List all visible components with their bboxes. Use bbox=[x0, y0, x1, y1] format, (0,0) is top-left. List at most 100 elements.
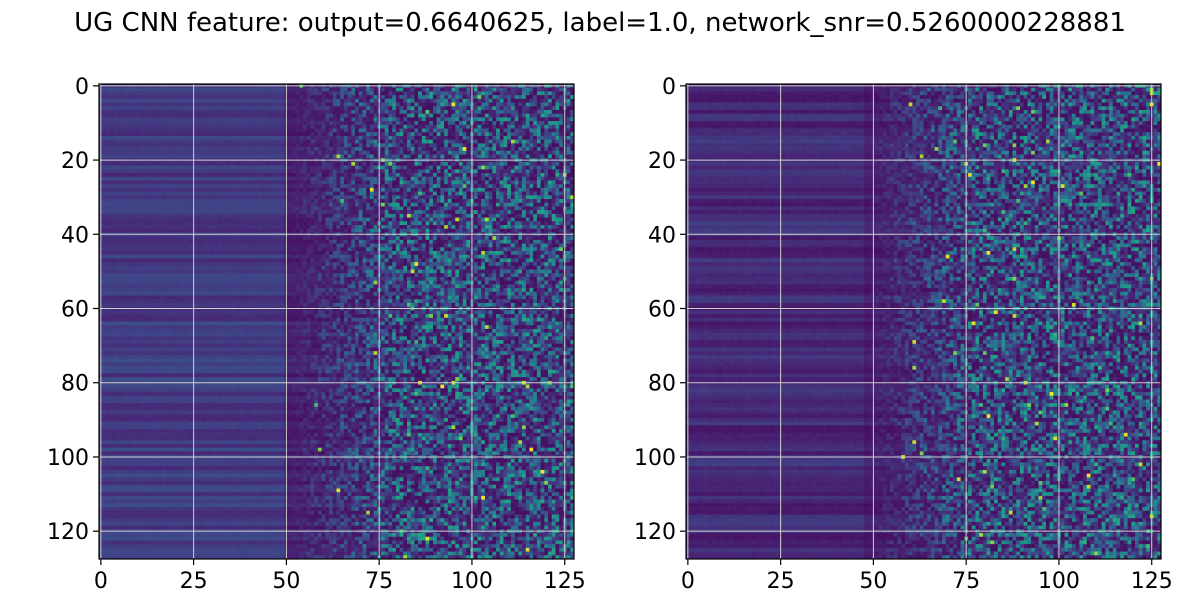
heatmap-cell bbox=[511, 91, 515, 95]
heatmap-cell bbox=[474, 99, 478, 103]
heatmap-cell bbox=[229, 95, 233, 99]
heatmap-cell bbox=[233, 103, 237, 107]
heatmap-cell bbox=[459, 91, 463, 95]
heatmap-cell bbox=[188, 106, 192, 110]
heatmap-cell bbox=[552, 91, 556, 95]
heatmap-cell bbox=[414, 110, 418, 114]
heatmap-cell bbox=[455, 99, 459, 103]
heatmap-cell bbox=[140, 91, 144, 95]
heatmap-cell bbox=[114, 110, 118, 114]
heatmap-cell bbox=[288, 99, 292, 103]
heatmap-cell bbox=[170, 95, 174, 99]
heatmap-cell bbox=[195, 88, 199, 92]
heatmap-cell bbox=[526, 106, 530, 110]
heatmap-cell bbox=[166, 110, 170, 114]
heatmap-cell bbox=[247, 91, 251, 95]
heatmap-cell bbox=[529, 91, 533, 95]
heatmap-cell bbox=[307, 110, 311, 114]
heatmap-cell bbox=[311, 88, 315, 92]
heatmap-cell bbox=[366, 95, 370, 99]
heatmap-cell bbox=[221, 103, 225, 107]
heatmap-cell bbox=[437, 106, 441, 110]
heatmap-cell bbox=[203, 95, 207, 99]
heatmap-cell bbox=[418, 88, 422, 92]
heatmap-cell bbox=[240, 106, 244, 110]
heatmap-cell bbox=[340, 103, 344, 107]
heatmap-cell bbox=[515, 99, 519, 103]
heatmap-cell bbox=[411, 99, 415, 103]
heatmap-cell bbox=[322, 91, 326, 95]
heatmap-cell bbox=[236, 106, 240, 110]
heatmap-cell bbox=[121, 95, 125, 99]
heatmap-cell bbox=[214, 91, 218, 95]
heatmap-cell bbox=[266, 99, 270, 103]
heatmap-cell bbox=[132, 106, 136, 110]
heatmap-cell bbox=[437, 88, 441, 92]
heatmap-cell bbox=[548, 88, 552, 92]
heatmap-cell bbox=[170, 106, 174, 110]
heatmap-cell bbox=[181, 95, 185, 99]
heatmap-cell bbox=[414, 91, 418, 95]
heatmap-cell bbox=[162, 110, 166, 114]
heatmap-cell bbox=[452, 103, 456, 107]
heatmap-cell bbox=[199, 88, 203, 92]
heatmap-cell bbox=[552, 106, 556, 110]
heatmap-cell bbox=[322, 95, 326, 99]
heatmap-cell bbox=[400, 103, 404, 107]
heatmap-cell bbox=[374, 103, 378, 107]
heatmap-cell bbox=[533, 91, 537, 95]
heatmap-cell bbox=[559, 103, 563, 107]
heatmap-cells bbox=[99, 84, 574, 559]
heatmap-cell bbox=[125, 99, 129, 103]
heatmap-cell bbox=[503, 106, 507, 110]
heatmap-cell bbox=[251, 110, 255, 114]
heatmap-cell bbox=[151, 88, 155, 92]
heatmap-cell bbox=[544, 88, 548, 92]
heatmap-cell bbox=[537, 106, 541, 110]
heatmap-cell bbox=[273, 91, 277, 95]
heatmap-cell bbox=[106, 95, 110, 99]
heatmap-cell bbox=[214, 99, 218, 103]
heatmap-cell bbox=[522, 99, 526, 103]
heatmap-cell bbox=[236, 110, 240, 114]
heatmap-cell bbox=[474, 103, 478, 107]
heatmap-cell bbox=[348, 103, 352, 107]
heatmap-cell bbox=[362, 91, 366, 95]
heatmap-cell bbox=[433, 103, 437, 107]
heatmap-cell bbox=[544, 95, 548, 99]
heatmap-cell bbox=[362, 95, 366, 99]
heatmap-cell bbox=[218, 91, 222, 95]
heatmap-cell bbox=[555, 95, 559, 99]
heatmap-cell bbox=[229, 99, 233, 103]
heatmap-cell bbox=[344, 106, 348, 110]
heatmap-cell bbox=[418, 99, 422, 103]
heatmap-cell bbox=[351, 106, 355, 110]
heatmap-cell bbox=[288, 103, 292, 107]
heatmap-cell bbox=[129, 91, 133, 95]
heatmap-cell bbox=[355, 99, 359, 103]
heatmap-cell bbox=[236, 88, 240, 92]
heatmap-cell bbox=[370, 91, 374, 95]
heatmap-cell bbox=[503, 99, 507, 103]
heatmap-cell bbox=[437, 103, 441, 107]
heatmap-cell bbox=[181, 99, 185, 103]
heatmap-cell bbox=[374, 99, 378, 103]
heatmap-cell bbox=[132, 95, 136, 99]
heatmap-cell bbox=[318, 110, 322, 114]
heatmap-cell bbox=[281, 88, 285, 92]
heatmap-cell bbox=[277, 99, 281, 103]
heatmap-cell bbox=[366, 91, 370, 95]
heatmap-cell bbox=[259, 91, 263, 95]
heatmap-cell bbox=[485, 110, 489, 114]
heatmap-cell bbox=[296, 106, 300, 110]
heatmap-cell bbox=[292, 103, 296, 107]
heatmap-cell bbox=[548, 103, 552, 107]
heatmap-cell bbox=[188, 103, 192, 107]
heatmap-cell bbox=[262, 103, 266, 107]
heatmap-cell bbox=[110, 110, 114, 114]
heatmap-cell bbox=[218, 110, 222, 114]
heatmap-cell bbox=[463, 99, 467, 103]
heatmap-cell bbox=[422, 103, 426, 107]
heatmap-panel-left: 0 25 50 75 100 125020406080100120 bbox=[47, 75, 586, 594]
heatmap-cell bbox=[455, 95, 459, 99]
